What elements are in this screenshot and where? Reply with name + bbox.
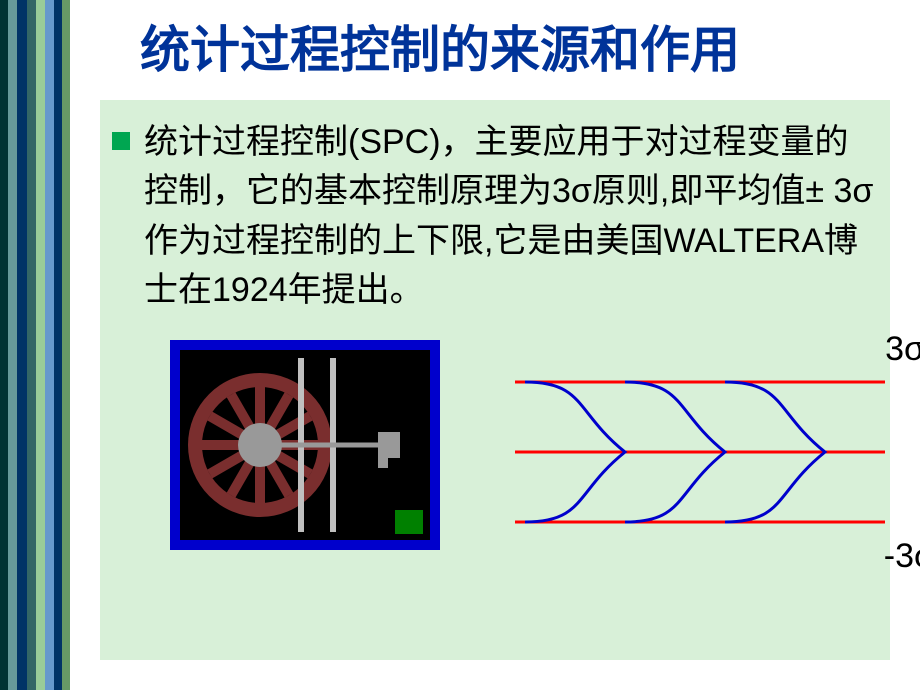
slide-content: 统计过程控制的来源和作用 统计过程控制(SPC)，主要应用于对过程变量的控制，它… [70, 0, 920, 690]
content-box: 统计过程控制(SPC)，主要应用于对过程变量的控制，它的基本控制原理为3σ原则,… [100, 100, 890, 660]
wheel-svg [180, 350, 430, 540]
upper-sigma-label: 3σ [885, 330, 920, 369]
lower-sigma-label: -3σ [884, 537, 920, 576]
diagram-row: 3σ -3σ [170, 340, 440, 550]
bullet-row: 统计过程控制(SPC)，主要应用于对过程变量的控制，它的基本控制原理为3σ原则,… [112, 118, 878, 315]
stripe [17, 0, 27, 690]
stripe [8, 0, 17, 690]
slide-title: 统计过程控制的来源和作用 [140, 10, 890, 82]
stripe [62, 0, 70, 690]
stripe [36, 0, 45, 690]
body-text: 统计过程控制(SPC)，主要应用于对过程变量的控制，它的基本控制原理为3σ原则,… [144, 118, 878, 315]
bullet-square [112, 132, 130, 150]
wheel-diagram [170, 340, 440, 550]
stripe [27, 0, 36, 690]
stripe [54, 0, 62, 690]
stripe [0, 0, 8, 690]
chart-svg [515, 340, 905, 570]
control-chart: 3σ -3σ [515, 340, 905, 570]
side-stripes [0, 0, 70, 690]
stripe [45, 0, 54, 690]
